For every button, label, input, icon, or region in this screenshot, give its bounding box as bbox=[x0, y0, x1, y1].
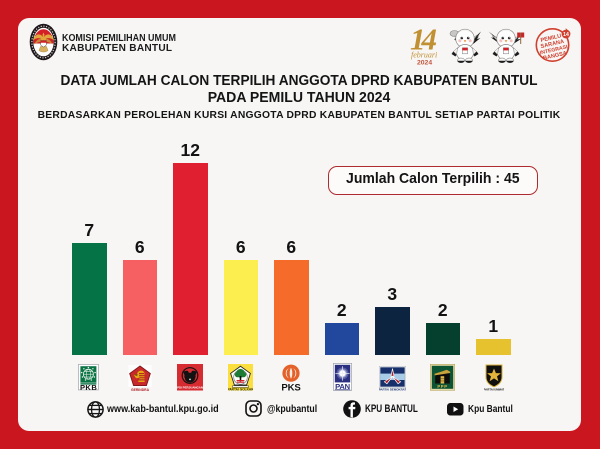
svg-text:PPP: PPP bbox=[437, 384, 447, 389]
svg-text:PARTAI UMMAT: PARTAI UMMAT bbox=[484, 387, 504, 391]
svg-text:SARANA: SARANA bbox=[540, 39, 565, 50]
svg-text:2024: 2024 bbox=[417, 60, 432, 67]
svg-text:PARTAI GOLKAR: PARTAI GOLKAR bbox=[228, 387, 253, 391]
svg-text:BANGSA: BANGSA bbox=[543, 51, 568, 62]
svg-text:PEMILU: PEMILU bbox=[540, 33, 562, 44]
svg-text:PKB: PKB bbox=[80, 383, 97, 392]
svg-text:PDI PERJUANGAN: PDI PERJUANGAN bbox=[177, 386, 203, 390]
svg-text:PKS: PKS bbox=[281, 383, 301, 392]
svg-text:14: 14 bbox=[563, 32, 569, 38]
svg-text:februari: februari bbox=[411, 51, 437, 60]
svg-text:GERINDRA: GERINDRA bbox=[131, 388, 150, 392]
svg-text:PAN: PAN bbox=[335, 382, 350, 391]
svg-text:PARTAI DEMOKRAT: PARTAI DEMOKRAT bbox=[379, 388, 406, 391]
